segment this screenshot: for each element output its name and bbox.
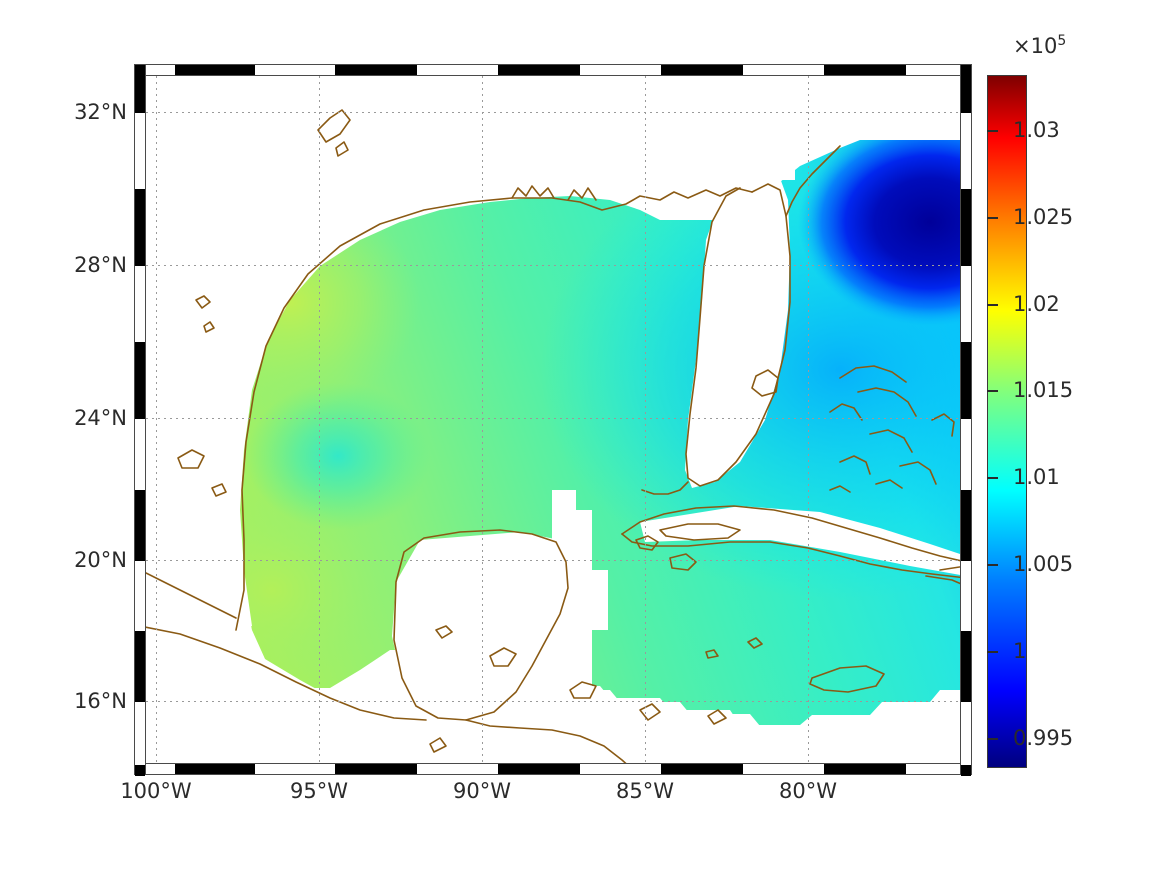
colorbar-exponent-base: ×10 — [1013, 34, 1058, 58]
colorbar-label-1000: 1 — [1013, 639, 1027, 663]
colorbar[interactable] — [987, 75, 1027, 768]
colorbar-tick-1010 — [987, 477, 998, 479]
colorbar-gradient — [987, 75, 1027, 768]
gridline-lat-32 — [140, 112, 966, 113]
colorbar-exponent-power: 5 — [1057, 33, 1067, 49]
land-mask — [140, 70, 966, 769]
colorbar-label-1005: 1.005 — [1013, 552, 1074, 576]
axis-frame-right — [960, 64, 972, 776]
colorbar-tick-1025 — [987, 217, 998, 219]
x-tick-label-85w: 85°W — [616, 779, 674, 803]
axis-frame-bottom — [134, 763, 972, 775]
colorbar-label-1020: 1.02 — [1013, 292, 1060, 316]
gridline-lat-16 — [140, 701, 966, 702]
y-tick-label-28n: 28°N — [74, 253, 127, 277]
colorbar-label-1030: 1.03 — [1013, 118, 1060, 142]
x-tick-label-80w: 80°W — [779, 779, 837, 803]
y-tick-label-32n: 32°N — [74, 100, 127, 124]
gridline-lon-95 — [319, 70, 320, 769]
gridline-lon-90 — [482, 70, 483, 769]
x-tick-label-100w: 100°W — [120, 779, 192, 803]
gridline-lon-85 — [645, 70, 646, 769]
axis-frame-top — [134, 64, 972, 76]
colorbar-tick-0995 — [987, 738, 998, 740]
colorbar-tick-1030 — [987, 130, 998, 132]
map-data-clip — [140, 70, 966, 769]
x-tick-label-90w: 90°W — [453, 779, 511, 803]
y-tick-label-16n: 16°N — [74, 689, 127, 713]
y-tick-label-24n: 24°N — [74, 406, 127, 430]
gridline-lat-28 — [140, 265, 966, 266]
map-axes — [140, 70, 966, 769]
colorbar-tick-1000 — [987, 651, 998, 653]
graticule-grid — [140, 70, 966, 769]
x-tick-label-95w: 95°W — [290, 779, 348, 803]
colorbar-label-1015: 1.015 — [1013, 378, 1074, 402]
pressure-field — [236, 140, 966, 725]
colorbar-tick-1005 — [987, 564, 998, 566]
colorbar-tick-1015 — [987, 390, 998, 392]
colorbar-label-1010: 1.01 — [1013, 465, 1060, 489]
gridline-lon-100 — [156, 70, 157, 769]
gridline-lat-20 — [140, 560, 966, 561]
colorbar-label-0995: 0.995 — [1013, 726, 1074, 750]
colorbar-tick-1020 — [987, 304, 998, 306]
gridline-lat-24 — [140, 418, 966, 419]
y-tick-label-20n: 20°N — [74, 548, 127, 572]
colorbar-exponent-label: ×105 — [1013, 33, 1066, 58]
colorbar-label-1025: 1.025 — [1013, 205, 1074, 229]
axis-frame-left — [134, 64, 146, 776]
gridline-lon-80 — [808, 70, 809, 769]
